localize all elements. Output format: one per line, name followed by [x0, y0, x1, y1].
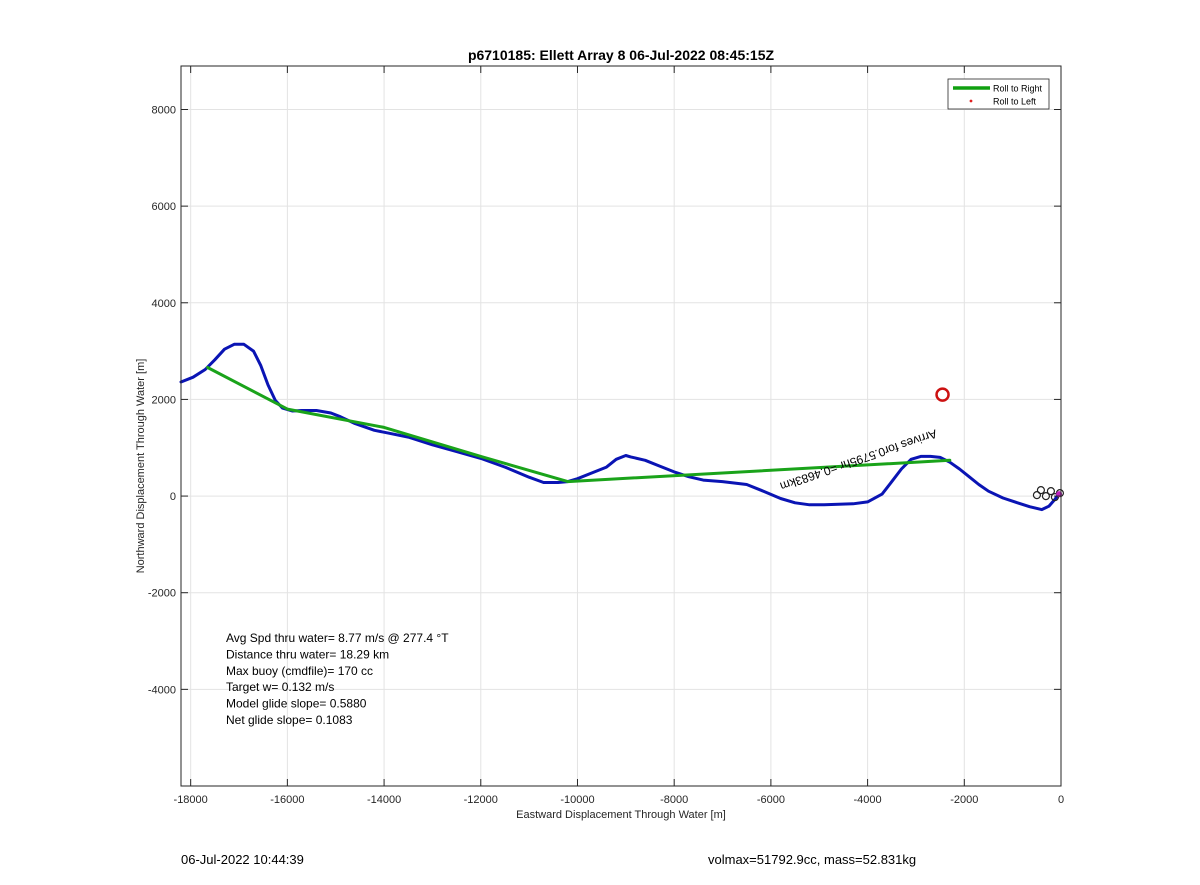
y-tick-label: 0: [170, 491, 176, 503]
stats-line: Avg Spd thru water= 8.77 m/s @ 277.4 °T: [226, 631, 449, 645]
x-tick-label: -6000: [757, 794, 785, 806]
y-tick-label: 6000: [152, 201, 176, 213]
x-axis-label: Eastward Displacement Through Water [m]: [516, 809, 726, 821]
x-tick-label: -14000: [367, 794, 401, 806]
x-tick-label: -12000: [464, 794, 498, 806]
x-tick-label: -2000: [950, 794, 978, 806]
legend-box: [947, 78, 1050, 110]
stats-line: Net glide slope= 0.1083: [226, 713, 353, 727]
waypoint-marker: [1032, 491, 1042, 500]
stats-line: Model glide slope= 0.5880: [226, 697, 367, 711]
legend-swatch-roll-left: [969, 99, 973, 103]
waypoint-marker: [1036, 486, 1046, 495]
waypoint-marker: [1041, 492, 1051, 501]
footer-timestamp: 06-Jul-2022 10:44:39: [181, 852, 304, 867]
waypoint-marker: [1046, 487, 1056, 496]
y-tick-label: -4000: [148, 684, 176, 696]
x-tick-label: 0: [1058, 794, 1064, 806]
y-tick-label: -2000: [148, 588, 176, 600]
y-tick-label: 4000: [152, 298, 176, 310]
x-tick-label: -16000: [270, 794, 304, 806]
legend-label-roll-right: Roll to Right: [993, 84, 1043, 94]
y-tick-label: 8000: [152, 104, 176, 116]
stats-line: Target w= 0.132 m/s: [226, 680, 334, 694]
y-tick-label: 2000: [152, 394, 176, 406]
legend-label-roll-left: Roll to Left: [993, 97, 1037, 107]
x-tick-label: -10000: [560, 794, 594, 806]
x-tick-label: -4000: [854, 794, 882, 806]
y-axis-label: Northward Displacement Through Water [m]: [135, 359, 147, 574]
axes-box: [180, 65, 1062, 787]
stats-line: Distance thru water= 18.29 km: [226, 647, 389, 661]
plot-area: [181, 66, 1061, 786]
stats-line: Max buoy (cmdfile)= 170 cc: [226, 664, 373, 678]
footer-volmax: volmax=51792.9cc, mass=52.831kg: [708, 852, 917, 867]
x-tick-label: -8000: [660, 794, 688, 806]
legend: Roll to Right Roll to Left: [947, 78, 1050, 110]
x-tick-label: -18000: [174, 794, 208, 806]
target-marker: [935, 387, 950, 402]
waypoint-marker: [1050, 493, 1060, 502]
chart-title: p6710185: Ellett Array 8 06-Jul-2022 08:…: [468, 47, 775, 63]
series-line-roll-to-right: [206, 366, 952, 484]
